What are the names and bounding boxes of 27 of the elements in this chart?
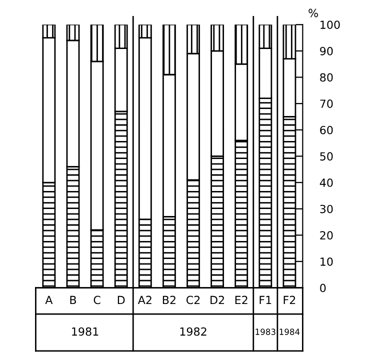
text: 1982 xyxy=(180,327,206,336)
y-tick-label: 70 xyxy=(320,100,333,108)
x-tick-label: F1 xyxy=(260,296,272,304)
x-tick-label: F2 xyxy=(284,296,296,304)
y-tick-label: 20 xyxy=(320,231,333,240)
y-tick-label: 90 xyxy=(320,46,333,56)
x-tick-label: D xyxy=(118,296,125,304)
y-tick-label: 10 xyxy=(320,257,333,266)
x-tick-label: B xyxy=(70,296,76,304)
x-tick-label: D2 xyxy=(210,296,224,304)
text: 1983 xyxy=(256,328,276,335)
y-tick-label: 0 xyxy=(320,284,326,292)
text: 1984 xyxy=(280,328,300,335)
text: 1981 xyxy=(72,327,98,336)
x-tick-label: C2 xyxy=(186,296,200,304)
x-tick-label: C xyxy=(94,296,100,304)
x-tick-label: A xyxy=(45,296,53,304)
y-tick-label: 50 xyxy=(320,152,333,161)
y-tick-label: 100 xyxy=(320,20,340,29)
y-tick-label: 40 xyxy=(320,178,333,187)
y-tick-label: 80 xyxy=(320,73,333,82)
y-axis-title: % xyxy=(308,8,318,18)
x-tick-label: A2 xyxy=(138,296,152,304)
y-tick-label: 30 xyxy=(320,204,333,214)
x-tick-label: E2 xyxy=(235,296,248,304)
y-tick-label: 60 xyxy=(320,126,333,134)
x-tick-label: B2 xyxy=(162,296,176,304)
